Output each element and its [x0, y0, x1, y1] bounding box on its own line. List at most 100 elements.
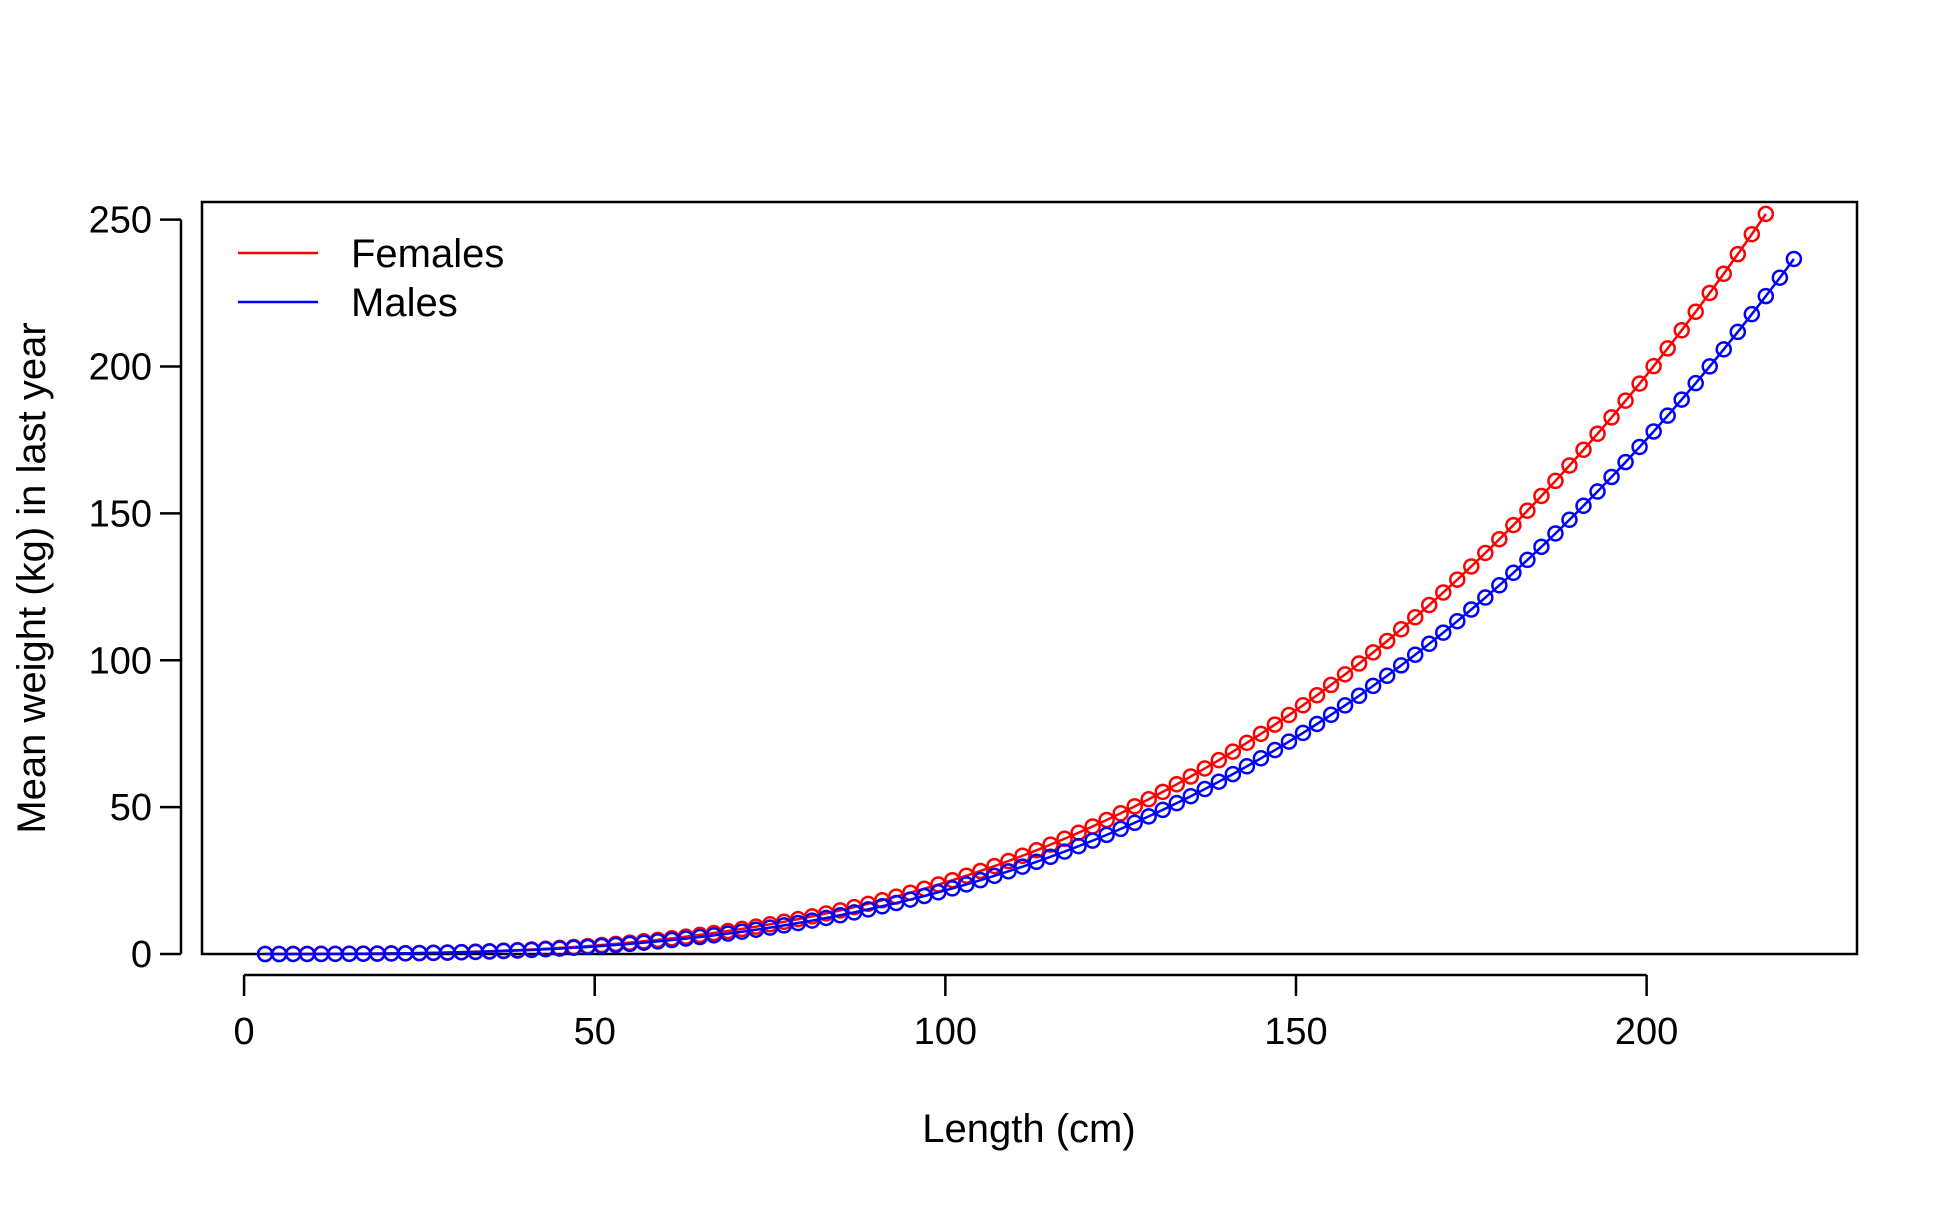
data-point-females: [1126, 798, 1143, 815]
x-tick-label: 0: [234, 1011, 255, 1053]
data-point-males: [1252, 750, 1270, 767]
legend-label-females: Females: [351, 232, 504, 276]
data-point-females: [1112, 805, 1129, 822]
data-point-males: [1603, 468, 1620, 486]
data-point-males: [1140, 808, 1157, 825]
data-point-females: [1477, 544, 1494, 562]
data-point-males: [1210, 773, 1228, 790]
data-point-males: [1364, 677, 1382, 695]
data-point-females: [1547, 472, 1564, 490]
data-point-males: [1659, 407, 1676, 424]
data-point-males: [1547, 525, 1564, 542]
data-point-males: [1715, 341, 1733, 358]
data-point-females: [1743, 225, 1761, 243]
data-point-males: [1042, 848, 1059, 866]
data-point-females: [1210, 751, 1228, 769]
data-point-males: [1322, 706, 1340, 724]
plot-frame: [200, 200, 1859, 956]
data-point-females: [1378, 632, 1396, 650]
data-point-males: [1126, 814, 1143, 831]
data-point-males: [1098, 826, 1115, 844]
data-point-females: [1182, 768, 1200, 785]
data-point-females: [1519, 502, 1536, 519]
data-point-males: [1112, 820, 1129, 838]
data-point-females: [1266, 716, 1284, 733]
data-point-females: [1252, 725, 1270, 743]
data-point-females: [1238, 734, 1256, 752]
data-point-males: [1575, 497, 1592, 515]
data-point-males: [1168, 794, 1186, 812]
data-point-females: [1603, 409, 1620, 426]
data-point-males: [1420, 635, 1438, 653]
data-point-females: [1196, 760, 1214, 777]
data-point-males: [1743, 305, 1761, 323]
y-tick-label: 0: [131, 934, 152, 976]
data-point-males: [1673, 391, 1690, 408]
data-point-females: [1631, 375, 1648, 392]
data-point-females: [1294, 697, 1312, 714]
data-point-males: [1266, 741, 1284, 759]
data-point-males: [1785, 250, 1803, 268]
data-point-males: [1491, 577, 1508, 594]
data-point-males: [1000, 863, 1017, 880]
data-point-males: [1154, 801, 1171, 819]
data-point-females: [1364, 644, 1382, 661]
data-point-females: [1435, 584, 1452, 601]
data-point-males: [1070, 837, 1087, 855]
data-point-females: [1224, 743, 1242, 760]
data-point-males: [1477, 589, 1494, 606]
data-point-males: [1280, 733, 1298, 750]
data-point-males: [1645, 423, 1662, 440]
data-point-males: [1014, 858, 1031, 875]
data-point-males: [1589, 483, 1606, 500]
y-tick-label: 250: [89, 200, 152, 242]
y-axis: 0 50 100 150 200 250: [89, 200, 183, 976]
data-point-females: [1308, 686, 1326, 704]
data-point-males: [1224, 765, 1242, 783]
data-point-females: [1154, 783, 1171, 801]
data-point-males: [1435, 624, 1452, 641]
data-point-females: [1687, 303, 1704, 321]
data-point-males: [1308, 715, 1326, 733]
data-point-males: [1701, 358, 1718, 375]
data-point-females: [1336, 666, 1354, 683]
data-point-males: [1294, 724, 1312, 742]
data-point-males: [1182, 787, 1200, 805]
legend: Females Males: [238, 232, 504, 325]
series-line-females: [265, 213, 1767, 956]
data-point-females: [1350, 655, 1368, 672]
data-point-males: [1028, 853, 1045, 871]
data-point-females: [1392, 621, 1410, 638]
data-point-females: [1491, 530, 1508, 548]
data-point-females: [1280, 706, 1298, 724]
series-layer: [256, 205, 1803, 963]
data-point-males: [1336, 697, 1354, 714]
data-point-males: [1463, 601, 1480, 618]
data-point-males: [1378, 667, 1396, 685]
data-point-females: [1575, 441, 1592, 459]
y-tick-label: 100: [89, 640, 152, 682]
data-point-males: [1757, 287, 1775, 305]
data-point-males: [1449, 612, 1466, 630]
data-point-males: [1196, 780, 1214, 798]
y-tick-label: 50: [110, 787, 152, 829]
data-point-males: [986, 867, 1003, 885]
y-axis-label: Mean weight (kg) in last year: [10, 322, 54, 833]
data-point-females: [1757, 205, 1775, 223]
data-point-females: [1406, 609, 1424, 626]
data-point-females: [1589, 425, 1606, 443]
data-point-females: [1028, 842, 1045, 859]
data-point-females: [1701, 284, 1718, 302]
data-point-males: [1505, 564, 1522, 582]
x-tick-label: 150: [1264, 1011, 1327, 1053]
data-point-males: [1238, 758, 1256, 775]
data-point-males: [1519, 551, 1536, 569]
data-point-females: [972, 862, 989, 880]
data-point-females: [1449, 571, 1466, 588]
data-point-males: [972, 871, 989, 889]
x-axis: 0 50 100 150 200: [234, 973, 1678, 1053]
x-tick-label: 50: [574, 1011, 616, 1053]
data-point-females: [1561, 457, 1578, 474]
data-point-males: [1771, 269, 1789, 286]
